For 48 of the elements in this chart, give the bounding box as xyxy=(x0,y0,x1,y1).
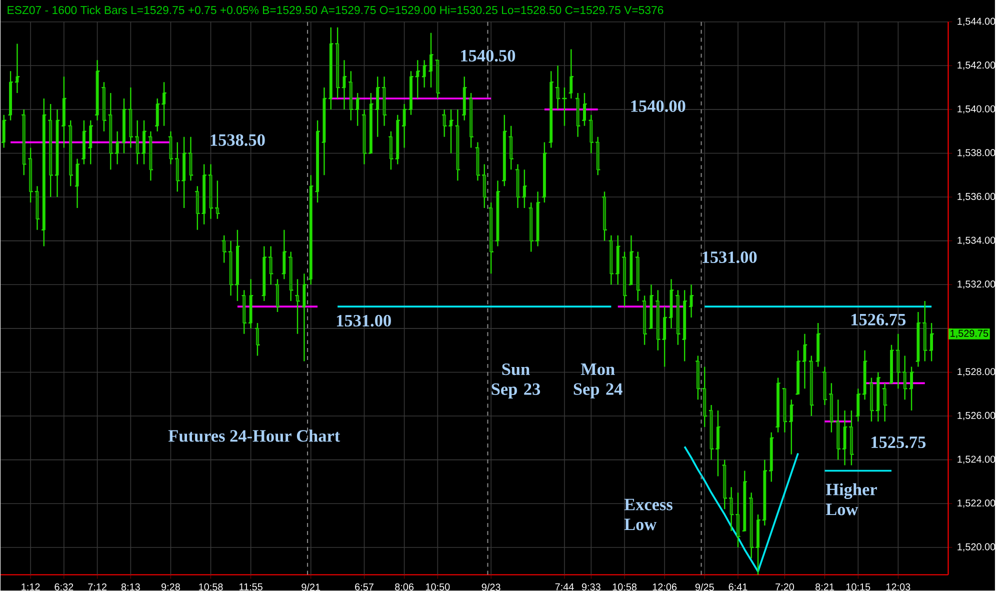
y-tick-label: 1,526.00 xyxy=(958,412,996,420)
y-tick-label: 1,538.00 xyxy=(958,149,996,158)
x-tick-label: 7:44 xyxy=(555,583,574,590)
x-tick-label: 9/25 xyxy=(695,583,714,591)
y-tick-label: 1,542.00 xyxy=(958,61,996,70)
x-tick-label: 11:55 xyxy=(239,583,262,590)
annotation: 1540.50 xyxy=(461,50,516,62)
x-tick-label: 8:13 xyxy=(121,583,140,590)
x-tick-label: 9/21 xyxy=(302,583,320,591)
annotation: 1525.75 xyxy=(872,436,926,448)
x-tick-label: 1:12 xyxy=(22,583,40,590)
x-tick-label: 12:06 xyxy=(652,583,677,590)
annotation: 1531.00 xyxy=(702,251,757,264)
x-tick-label: 8:06 xyxy=(395,583,414,590)
y-tick-label: 1,522.00 xyxy=(958,499,996,508)
y-tick-label: 1,528.00 xyxy=(958,368,996,376)
annotation: 1540.00 xyxy=(631,100,686,112)
text: Futures 24-Hour Chart xyxy=(168,430,340,442)
x-tick-label: 12:03 xyxy=(886,583,910,590)
y-tick-label: 1,540.00 xyxy=(958,105,996,114)
x-tick-label: 8:21 xyxy=(816,583,834,590)
x-tick-label: 7:12 xyxy=(88,583,106,590)
x-tick-label: 9/23 xyxy=(482,583,500,591)
annotation: Sun Sep 23 xyxy=(492,363,540,398)
x-tick-label: 10:50 xyxy=(426,583,450,590)
annotation: 1538.50 xyxy=(210,134,265,146)
y-tick-label: 1,532.00 xyxy=(958,280,996,289)
x-tick-label: 7:20 xyxy=(776,583,794,590)
y-tick-label: 1,534.00 xyxy=(958,236,996,245)
annotation: Mon Sep 24 xyxy=(574,363,622,398)
x-tick-label: 10:58 xyxy=(612,583,637,590)
x-tick-label: 9:33 xyxy=(582,583,600,590)
x-tick-label: 6:32 xyxy=(54,583,74,590)
x-tick-label: 10:58 xyxy=(199,583,223,590)
text: 1,529.75 xyxy=(950,330,988,338)
annotation: Higher Low xyxy=(826,483,877,516)
annotation: 1526.75 xyxy=(852,314,906,326)
x-tick-label: 9:28 xyxy=(162,583,180,590)
y-tick-label: 1,520.00 xyxy=(958,543,996,552)
chart-title: ESZ07 - 1600 Tick Bars L=1529.75 +0.75 +0.05% B=1529.50 A=1529.75 O=1529.00 Hi=1530.25 Lo=1528.50 C=1529.75 V=5376 xyxy=(8,6,664,14)
x-tick-label: 6:41 xyxy=(728,583,748,590)
annotation: Excess Low xyxy=(624,498,672,530)
x-tick-label: 10:15 xyxy=(846,583,870,590)
y-tick-label: 1,524.00 xyxy=(958,456,996,464)
y-tick-label: 1,544.00 xyxy=(958,18,996,26)
annotation: 1531.00 xyxy=(336,314,391,327)
y-tick-label: 1,536.00 xyxy=(958,192,996,202)
x-tick-label: 6:57 xyxy=(355,583,374,590)
